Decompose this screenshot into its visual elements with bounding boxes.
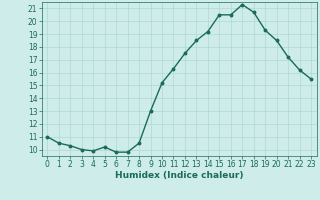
X-axis label: Humidex (Indice chaleur): Humidex (Indice chaleur) xyxy=(115,171,244,180)
